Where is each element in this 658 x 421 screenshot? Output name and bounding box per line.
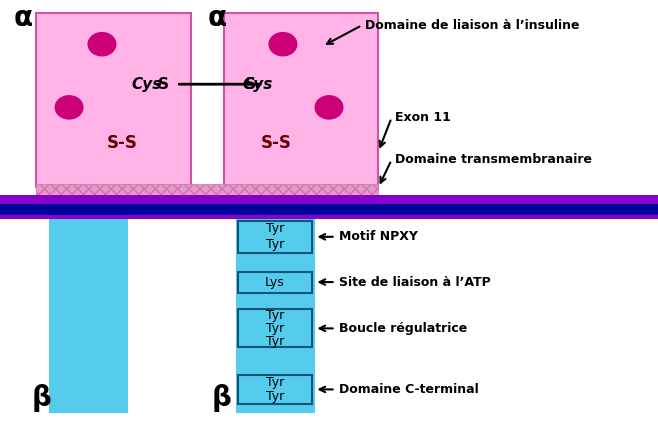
Bar [238,375,312,404]
Text: Boucle régulatrice: Boucle régulatrice [339,322,467,335]
Bar [238,221,312,253]
Bar [224,13,378,187]
Text: Tyr: Tyr [266,390,284,403]
Text: S-S: S-S [107,134,137,152]
Text: Tyr: Tyr [266,335,284,347]
Bar [0,204,658,215]
Text: Motif NPXY: Motif NPXY [339,230,418,243]
Text: S: S [158,77,168,92]
Text: Tyr: Tyr [266,238,284,251]
Text: β: β [32,384,51,412]
Ellipse shape [269,32,297,56]
Text: Domaine transmembranaire: Domaine transmembranaire [395,154,592,166]
Text: Exon 11: Exon 11 [395,112,451,124]
Text: Domaine C-terminal: Domaine C-terminal [339,383,478,396]
Text: Tyr: Tyr [266,222,284,235]
Bar [36,13,191,187]
Text: Site de liaison à l’ATP: Site de liaison à l’ATP [339,276,491,288]
Text: Cys: Cys [243,77,273,92]
Bar [238,272,312,293]
Ellipse shape [88,32,116,56]
Text: S-S: S-S [261,134,291,152]
Text: Lys: Lys [265,276,285,288]
Text: Cys: Cys [132,77,162,92]
Text: S: S [245,77,255,92]
Bar [236,217,315,413]
Bar [49,217,128,413]
Bar [238,309,312,347]
Text: α: α [207,4,226,32]
Text: Tyr: Tyr [266,376,284,389]
Bar [36,184,378,197]
Text: α: α [13,4,32,32]
Text: Tyr: Tyr [266,309,284,322]
Ellipse shape [55,96,83,119]
Text: β: β [212,384,232,412]
Text: Tyr: Tyr [266,322,284,335]
Ellipse shape [315,96,343,119]
Text: Domaine de liaison à l’insuline: Domaine de liaison à l’insuline [365,19,580,32]
Bar [0,195,658,219]
